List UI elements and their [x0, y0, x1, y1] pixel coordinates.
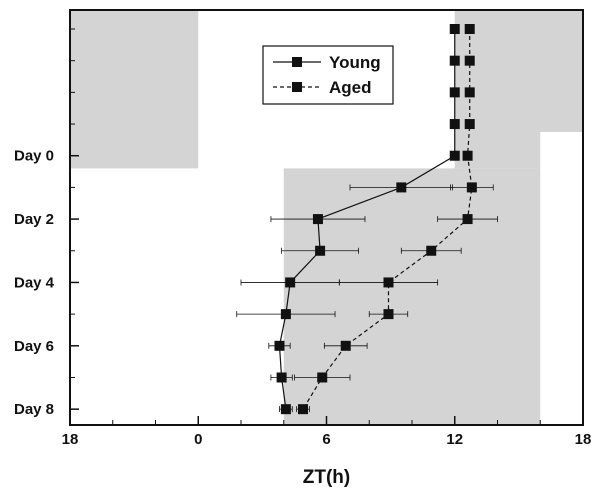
young-point-3 [449, 119, 460, 130]
aged-point-3 [464, 119, 475, 130]
aged-point-12 [297, 404, 308, 415]
legend-marker [292, 57, 302, 67]
x-tick-label-1: 0 [194, 431, 202, 448]
aged-point-5 [466, 182, 477, 193]
young-point-8 [285, 277, 296, 288]
y-tick-label-0: Day 0 [14, 148, 54, 165]
young-point-0 [449, 24, 460, 35]
young-point-12 [280, 404, 291, 415]
x-axis-title: ZT(h) [303, 467, 350, 488]
young-point-5 [396, 182, 407, 193]
aged-point-8 [383, 277, 394, 288]
legend-label: Young [329, 53, 381, 72]
dark-period-1 [454, 10, 583, 132]
x-tick-label-4: 18 [575, 431, 592, 448]
young-point-4 [449, 150, 460, 161]
aged-point-2 [464, 87, 475, 98]
aged-point-4 [462, 150, 473, 161]
legend-label: Aged [329, 78, 372, 97]
young-point-6 [312, 214, 323, 225]
aged-point-10 [340, 340, 351, 351]
x-tick-label-3: 12 [446, 431, 463, 448]
series-layer [236, 24, 498, 415]
legend: Young Aged [262, 45, 394, 105]
legend-box [262, 45, 394, 105]
legend-entry-young: Young [273, 53, 381, 72]
series-aged [294, 24, 498, 415]
young-point-1 [449, 55, 460, 66]
axis-ticks: 18 0 6 12 18 Day 0 Day 2 Day 4 Day 6 Day 8 [14, 28, 592, 448]
aged-point-11 [317, 372, 328, 383]
young-point-11 [276, 372, 287, 383]
young-point-9 [280, 309, 291, 320]
dark-period-0 [70, 10, 199, 169]
aged-point-1 [464, 55, 475, 66]
young-point-2 [449, 87, 460, 98]
y-tick-label-4: Day 8 [14, 401, 54, 418]
legend-entry-aged: Aged [273, 78, 372, 97]
legend-marker [292, 82, 302, 92]
aged-point-7 [426, 245, 437, 256]
x-tick-label-2: 6 [322, 431, 330, 448]
young-point-10 [274, 340, 285, 351]
aged-point-0 [464, 24, 475, 35]
aged-point-6 [462, 214, 473, 225]
y-tick-label-3: Day 6 [14, 338, 54, 355]
aged-point-9 [383, 309, 394, 320]
series-young [236, 24, 460, 415]
x-tick-label-0: 18 [62, 431, 79, 448]
dark-period-3 [283, 168, 541, 425]
y-tick-label-2: Day 4 [14, 274, 55, 291]
young-point-7 [315, 245, 326, 256]
y-tick-label-1: Day 2 [14, 211, 54, 228]
